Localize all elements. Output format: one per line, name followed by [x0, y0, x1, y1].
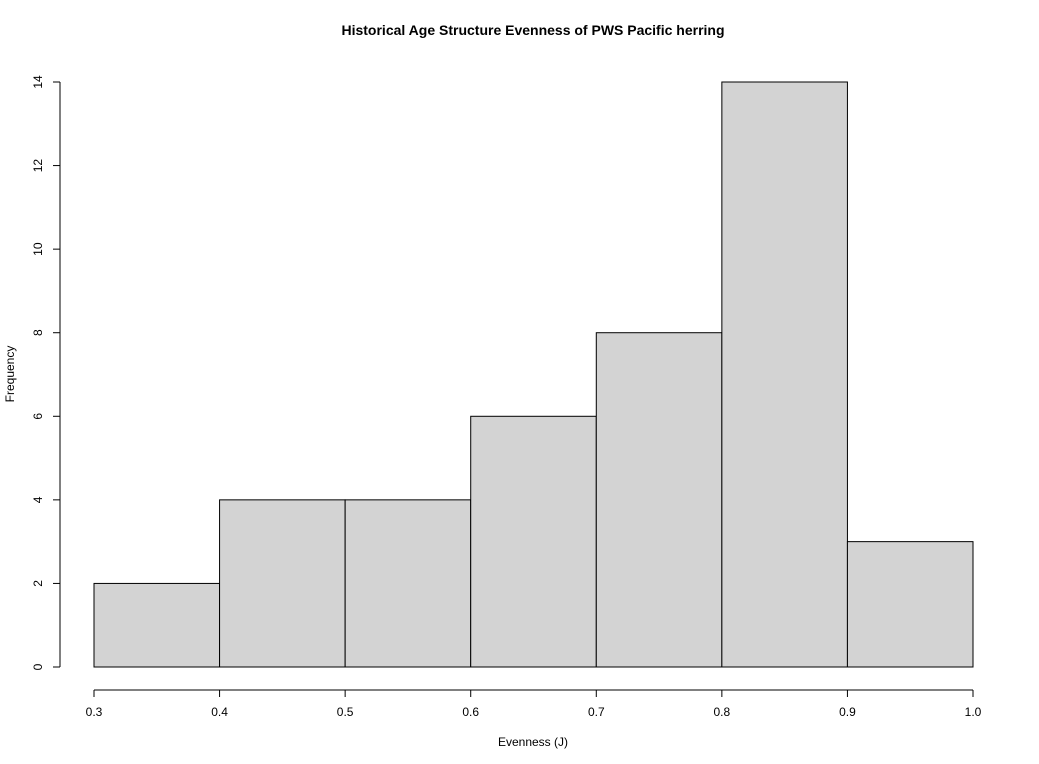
histogram-bar-4	[470, 415, 597, 668]
histogram-bar-1	[93, 582, 221, 668]
x-tick-label: 0.5	[337, 705, 354, 719]
y-tick-label: 6	[31, 413, 45, 420]
chart-title: Historical Age Structure Evenness of PWS…	[341, 22, 724, 38]
x-tick-label: 0.8	[714, 705, 731, 719]
x-tick-label: 0.6	[462, 705, 479, 719]
y-tick-label: 0	[31, 663, 45, 670]
x-tick-label: 1.0	[965, 705, 982, 719]
bars-group	[93, 81, 974, 668]
x-tick-label: 0.4	[211, 705, 228, 719]
x-axis: 0.3 0.4 0.5 0.6 0.7 0.8 0.9 1.0	[86, 689, 982, 719]
y-tick-label: 12	[31, 159, 45, 173]
y-tick-label: 2	[31, 580, 45, 587]
histogram-bar-7	[846, 541, 974, 668]
histogram-bar-6	[721, 81, 848, 668]
y-axis: 0 2 4 6 8 10 12 14	[31, 75, 61, 670]
histogram-bar-2	[219, 499, 346, 668]
histogram-bar-3	[344, 499, 472, 668]
y-tick-label: 4	[31, 496, 45, 503]
y-tick-label: 14	[31, 75, 45, 89]
histogram-bar-5	[595, 332, 723, 668]
x-tick-label: 0.9	[839, 705, 856, 719]
x-tick-label: 0.3	[86, 705, 103, 719]
y-tick-label: 8	[31, 329, 45, 336]
y-tick-label: 10	[31, 242, 45, 256]
x-tick-label: 0.7	[588, 705, 605, 719]
y-axis-label: Frequency	[3, 346, 17, 403]
x-axis-label: Evenness (J)	[498, 735, 568, 749]
